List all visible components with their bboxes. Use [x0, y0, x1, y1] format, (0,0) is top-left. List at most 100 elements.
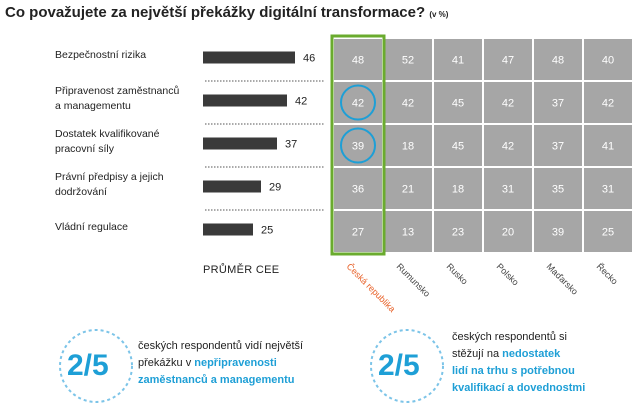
table-cell	[484, 125, 532, 166]
table-cell	[334, 168, 382, 209]
stat1-dashed-ring	[59, 329, 133, 403]
highlight-column-border	[330, 34, 386, 256]
stat2-big-number: 2/5	[378, 349, 420, 382]
cell-value: 42	[502, 98, 514, 110]
table-cell	[434, 82, 482, 123]
table-cell	[534, 211, 582, 252]
stat2-line1: českých respondentů si	[452, 331, 567, 343]
cell-value: 20	[502, 227, 514, 239]
cell-value: 42	[352, 98, 364, 110]
stat1-line1: českých respondentů vidí největší	[138, 340, 304, 352]
table-cell	[484, 82, 532, 123]
table-cell	[584, 211, 632, 252]
average-bar	[203, 94, 287, 107]
row-label: Vládní regulace	[55, 221, 128, 233]
column-label: Řecko	[595, 261, 620, 286]
table-cell	[484, 39, 532, 80]
cell-value: 40	[602, 55, 614, 67]
column-label: Polsko	[495, 261, 521, 287]
table-cell	[334, 39, 382, 80]
average-value-label: 29	[269, 182, 281, 194]
table-cell	[434, 168, 482, 209]
table-cell	[584, 82, 632, 123]
column-label: Rumunsko	[395, 261, 432, 298]
chart-title: Co považujete za největší překážky digit…	[5, 4, 448, 21]
table-cell	[334, 211, 382, 252]
cell-value: 45	[452, 98, 464, 110]
stat2-highlight2: lidí na trhu s potřebnou	[452, 365, 575, 377]
table-cell	[434, 39, 482, 80]
stat1-big-number: 2/5	[67, 349, 109, 382]
stat2-dashed-ring	[370, 329, 444, 403]
stat1-highlight2: zaměstnanců a managementu	[138, 374, 295, 386]
row-label: Připravenost zaměstnanců a managementu	[55, 84, 180, 112]
row-label: Dostatek kvalifikované pracovní síly	[55, 127, 160, 155]
title-unit: (v %)	[429, 10, 449, 19]
cell-value: 39	[552, 227, 564, 239]
stat1-line2: překážku v nepřipravenosti	[138, 355, 303, 372]
column-label: Rusko	[445, 261, 470, 286]
average-value-label: 25	[261, 225, 273, 237]
cell-value: 25	[602, 227, 614, 239]
cell-value: 42	[502, 141, 514, 153]
cell-value: 18	[402, 141, 414, 153]
table-cell	[384, 82, 432, 123]
cell-value: 42	[402, 98, 414, 110]
table-cell	[384, 168, 432, 209]
cell-value: 47	[502, 55, 514, 67]
cell-value: 31	[602, 184, 614, 196]
average-bar	[203, 137, 277, 150]
highlight-circle	[340, 84, 376, 121]
table-cell	[384, 39, 432, 80]
cell-value: 42	[602, 98, 614, 110]
average-bar	[203, 51, 295, 64]
average-value-label: 42	[295, 96, 307, 108]
column-label: Česká republika	[345, 261, 398, 314]
table-cell	[484, 168, 532, 209]
title-text: Co považujete za největší překážky digit…	[5, 4, 426, 21]
cell-value: 48	[352, 55, 364, 67]
cell-value: 23	[452, 227, 464, 239]
table-cell	[384, 125, 432, 166]
table-cell	[584, 168, 632, 209]
cell-value: 48	[552, 55, 564, 67]
row-label: Bezpečnostní rizika	[55, 49, 147, 61]
table-cell	[534, 168, 582, 209]
stat2-line2-pre: stěžují na	[452, 348, 503, 360]
cell-value: 27	[352, 227, 364, 239]
cell-value: 31	[502, 184, 514, 196]
table-cell	[534, 82, 582, 123]
table-cell	[434, 211, 482, 252]
cell-value: 41	[452, 55, 464, 67]
stat2-text: českých respondentů si stěžují na nedost…	[452, 329, 585, 397]
highlight-circle	[340, 127, 376, 164]
cell-value: 37	[552, 141, 564, 153]
cell-value: 36	[352, 184, 364, 196]
table-cell	[384, 211, 432, 252]
average-label: PRŮMĚR CEE	[203, 264, 280, 276]
stat2-highlight1: nedostatek	[502, 348, 561, 360]
average-value-label: 46	[303, 53, 315, 65]
average-bar	[203, 180, 261, 193]
cell-value: 21	[402, 184, 414, 196]
cell-value: 37	[552, 98, 564, 110]
cell-value: 41	[602, 141, 614, 153]
table-cell	[584, 39, 632, 80]
stat1-text: českých respondentů vidí největší překáž…	[138, 338, 303, 389]
average-bar	[203, 223, 253, 236]
cell-value: 45	[452, 141, 464, 153]
cell-value: 18	[452, 184, 464, 196]
table-cell	[484, 211, 532, 252]
table-cell	[534, 39, 582, 80]
stat1-line2-pre: překážku v	[138, 357, 195, 369]
stat1-highlight1: nepřipravenosti	[194, 357, 277, 369]
cell-value: 35	[552, 184, 564, 196]
column-label: Maďarsko	[545, 261, 580, 296]
table-cell	[534, 125, 582, 166]
cell-value: 13	[402, 227, 414, 239]
table-cell	[584, 125, 632, 166]
stat2-highlight3: kvalifikací a dovednostmi	[452, 382, 586, 394]
average-value-label: 37	[285, 139, 297, 151]
row-label: Právní předpisy a jejich dodržování	[55, 170, 164, 198]
